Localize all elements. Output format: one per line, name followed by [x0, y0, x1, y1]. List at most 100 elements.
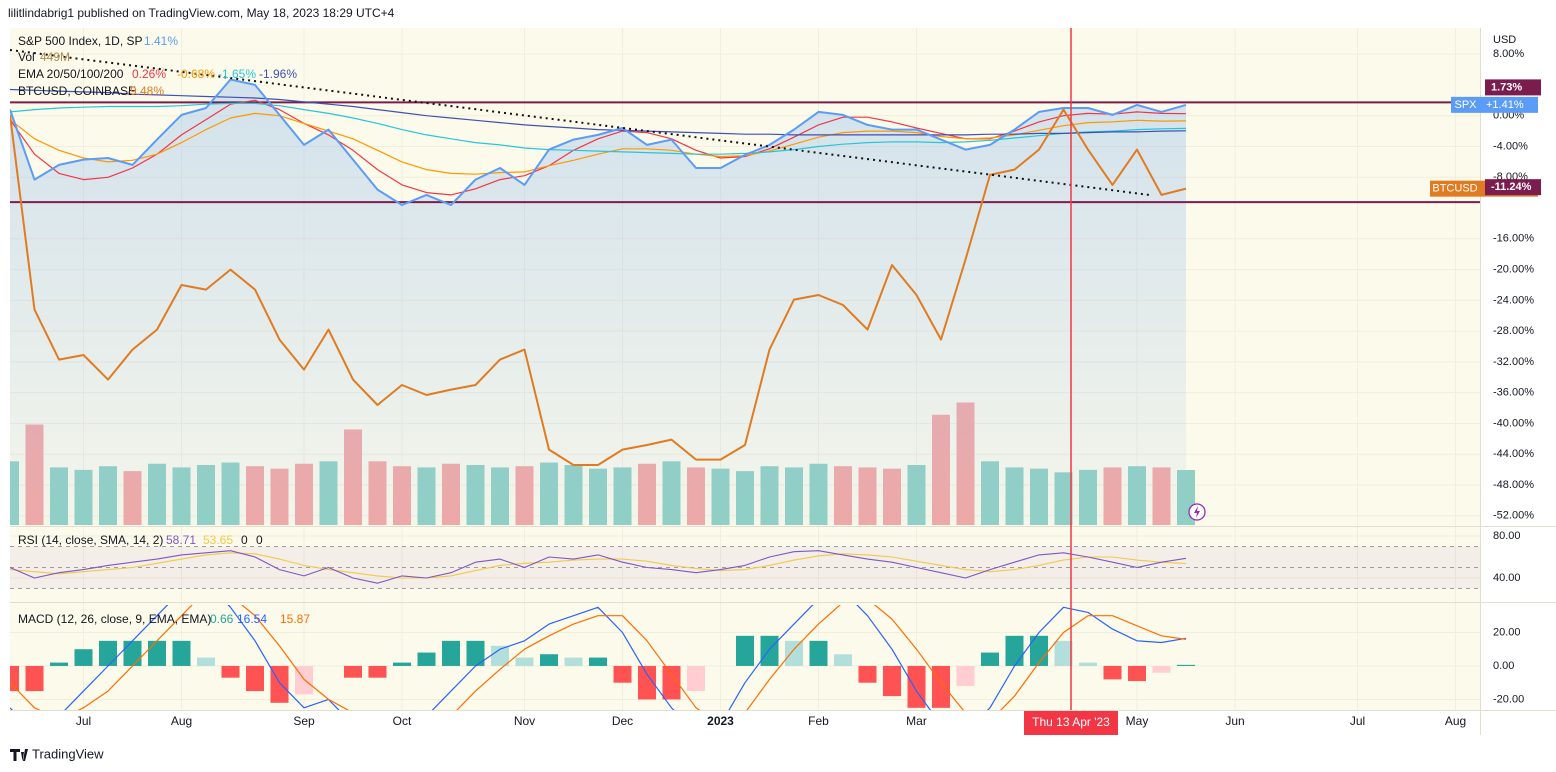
macd-histogram-bar — [50, 662, 68, 666]
macd-histogram-bar — [589, 657, 607, 666]
price-tag-name: SPX — [1454, 99, 1477, 111]
ema-line — [10, 112, 1187, 175]
macd-histogram-bar — [858, 665, 877, 683]
legend-value: 0 — [241, 533, 248, 547]
legend-value: -1.96% — [259, 67, 297, 81]
y-tick-label: -24.00% — [1493, 294, 1534, 306]
macd-histogram-bar — [687, 665, 705, 692]
rsi-line — [10, 550, 1187, 584]
legend-value: -9.48% — [126, 84, 164, 98]
macd-histogram-bar — [442, 640, 460, 666]
footer-brand: TradingView — [32, 746, 104, 761]
x-tick-label: Nov — [514, 714, 535, 728]
price-tag-value: +1.41% — [1486, 99, 1524, 111]
macd-histogram-bar — [393, 662, 411, 666]
legend-title: RSI (14, close, SMA, 14, 2) — [18, 533, 163, 547]
y-tick-label: -48.00% — [1493, 479, 1534, 491]
level-tag-box — [1485, 79, 1541, 96]
ema-line — [10, 99, 1187, 196]
macd-histogram-bar — [74, 649, 93, 666]
label-layer: 8.00%0.00%-4.00%-8.00%-16.00%-20.00%-24.… — [18, 34, 1541, 728]
x-tick-label: Aug — [171, 714, 192, 728]
footer-logo — [10, 749, 28, 761]
macd-histogram-bar — [736, 635, 754, 666]
crosshair-label-box — [1024, 711, 1118, 735]
y-tick-label: -20.00% — [1493, 263, 1534, 275]
macd-histogram-bar — [907, 665, 926, 708]
axis-unit: USD — [1493, 34, 1516, 46]
y-tick-label: 20.00 — [1493, 626, 1521, 638]
legend-title: S&P 500 Index, 1D, SP — [18, 34, 143, 48]
macd-line — [10, 605, 1187, 710]
x-tick-label: Aug — [1445, 714, 1466, 728]
legend-value: 0 — [256, 533, 263, 547]
legend-title: Vol — [18, 50, 35, 64]
level-tag-box — [1485, 179, 1541, 196]
legend-value: 53.65 — [203, 533, 233, 547]
y-tick-label: 40.00 — [1493, 572, 1521, 584]
macd-histogram-bar — [172, 640, 191, 666]
legend-value: -1.65% — [218, 67, 256, 81]
y-tick-label: 80.00 — [1493, 530, 1521, 542]
rsi-line — [10, 552, 1187, 579]
y-tick-label: -4.00% — [1493, 140, 1528, 152]
y-tick-label: -36.00% — [1493, 387, 1534, 399]
macd-histogram-bar — [466, 640, 485, 666]
macd-histogram-bar — [1079, 662, 1097, 666]
macd-histogram-bar — [638, 665, 656, 700]
macd-histogram-bar — [834, 654, 852, 666]
legend-title: EMA 20/50/100/200 — [18, 67, 124, 81]
legend-value: 449M — [40, 50, 70, 64]
macd-histogram-bar — [1128, 665, 1146, 682]
macd-histogram-bar — [221, 665, 240, 678]
legend-title: MACD (12, 26, close, 9, EMA, EMA) — [18, 612, 211, 626]
macd-histogram-bar — [981, 652, 999, 666]
macd-histogram-bar — [99, 640, 117, 666]
legend-value: 1.41% — [144, 34, 178, 48]
macd-histogram-bar — [662, 665, 681, 700]
macd-histogram-bar — [760, 635, 779, 666]
data-layer — [10, 78, 1480, 710]
legend-value: 0.26% — [132, 67, 166, 81]
macd-histogram-bar — [1177, 664, 1195, 666]
y-tick-label: 8.00% — [1493, 48, 1524, 60]
macd-histogram-bar — [25, 665, 44, 692]
legend-value: 58.71 — [166, 533, 196, 547]
x-tick-label: Jul — [76, 714, 91, 728]
macd-histogram-bar — [515, 657, 534, 666]
macd-histogram-bar — [1030, 635, 1048, 666]
macd-histogram-bar — [613, 665, 632, 683]
y-tick-label: -40.00% — [1493, 417, 1534, 429]
x-tick-label: Feb — [808, 714, 829, 728]
macd-histogram-bar — [1005, 635, 1024, 666]
x-tick-label: Dec — [612, 714, 633, 728]
y-tick-label: -44.00% — [1493, 448, 1534, 460]
macd-histogram-bar — [956, 665, 975, 687]
y-tick-label: -16.00% — [1493, 233, 1534, 245]
macd-histogram-bar — [148, 640, 166, 666]
price-tag-name: BTCUSD — [1432, 183, 1477, 195]
publisher-header: lilitlindabrig1 published on TradingView… — [8, 6, 395, 20]
y-tick-label: -32.00% — [1493, 356, 1534, 368]
x-tick-label: 2023 — [707, 714, 734, 728]
y-tick-label: 0.00 — [1493, 660, 1514, 672]
macd-histogram-bar — [1103, 665, 1122, 680]
macd-histogram-bar — [540, 654, 558, 666]
y-tick-label: -52.00% — [1493, 510, 1534, 522]
macd-histogram-bar — [368, 665, 387, 678]
macd-histogram-bar — [246, 665, 264, 692]
macd-histogram-bar — [564, 657, 583, 666]
price-axis-background — [1480, 28, 1556, 710]
macd-histogram-bar — [1054, 640, 1073, 666]
price-tag-name-box — [1430, 180, 1480, 197]
ema-line — [10, 102, 1187, 155]
legend-value: 15.87 — [280, 612, 310, 626]
macd-histogram-bar — [344, 665, 362, 678]
macd-histogram-bar — [123, 640, 142, 666]
x-tick-label: Oct — [393, 714, 412, 728]
macd-histogram-bar — [883, 665, 901, 697]
legend-value: 16.54 — [237, 612, 267, 626]
macd-histogram-bar — [809, 640, 828, 666]
